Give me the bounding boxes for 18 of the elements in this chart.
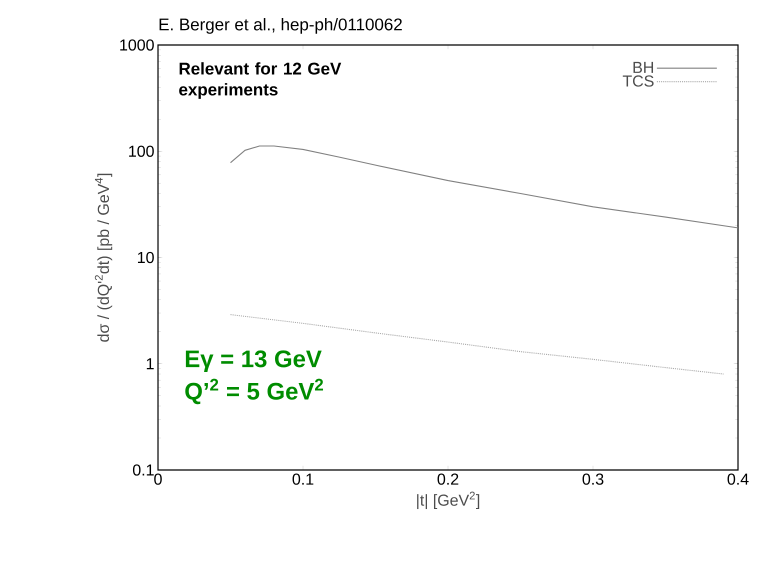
y-tick-label: 100 bbox=[129, 146, 154, 157]
x-tick-label: 0 bbox=[154, 474, 162, 485]
y-tick-label: 10 bbox=[138, 252, 154, 264]
legend-label: BH bbox=[634, 62, 654, 73]
x-tick-label: 0.3 bbox=[582, 474, 604, 485]
y-tick-label: 0.1 bbox=[132, 464, 154, 476]
annotation: Q’$^{2}$ = 5 GeV$^{2}$ bbox=[185, 378, 324, 404]
legend-label: TCS bbox=[622, 75, 654, 87]
y-tick-label: 1 bbox=[146, 358, 154, 370]
chart-title: E. Berger et al., hep-ph/0110062 bbox=[160, 18, 402, 34]
x-axis-title: |t| [GeV$^{2}$] bbox=[417, 492, 480, 510]
x-tick-label: 0.2 bbox=[438, 474, 458, 485]
annotation: Eγ = 13 GeV bbox=[186, 350, 322, 372]
y-tick-label: 1000 bbox=[120, 39, 154, 51]
x-tick-label: 0.4 bbox=[728, 474, 749, 485]
annotation: Relevant for 12 GeV experiments bbox=[179, 62, 342, 99]
y-axis-title: dσ / (dQ'$^{2}$dt) [pb / GeV$^{4}$] bbox=[94, 174, 112, 342]
x-tick-label: 0.1 bbox=[292, 474, 314, 485]
